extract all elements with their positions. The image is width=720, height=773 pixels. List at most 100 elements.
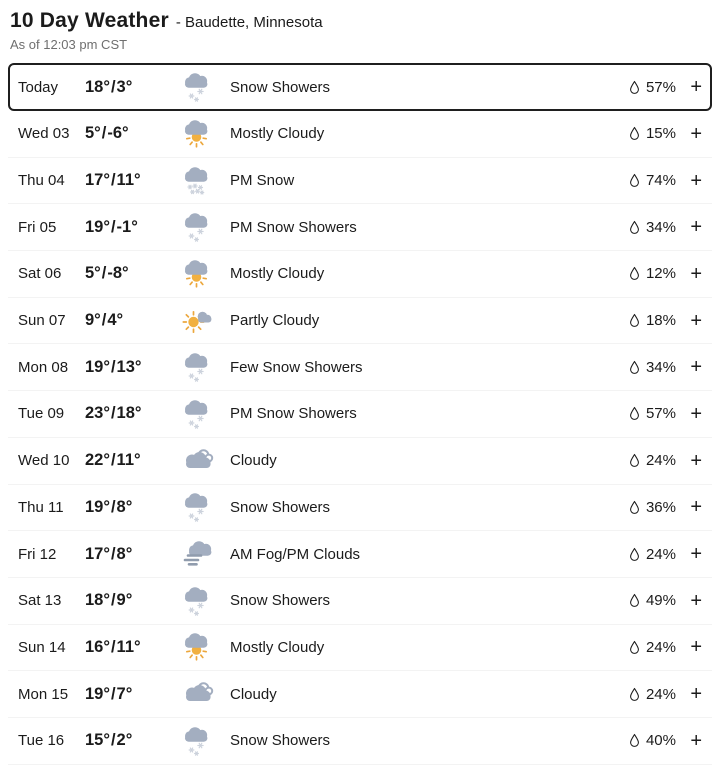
precipitation: 24% <box>628 546 676 563</box>
precip-percent: 18% <box>645 312 676 330</box>
snow-showers-icon <box>178 69 216 105</box>
low-temp: 13° <box>116 357 142 376</box>
high-temp: 19° <box>85 357 110 376</box>
forecast-row[interactable]: Sun 07 9°/4° Partly Cloudy 18% + <box>8 297 712 345</box>
forecast-row[interactable]: Thu 11 19°/8° Snow Showers 36% + <box>8 484 712 532</box>
expand-row-button[interactable]: + <box>690 729 702 752</box>
temperature-high-low: 17°/11° <box>85 171 178 190</box>
droplet-icon <box>628 733 641 748</box>
forecast-row[interactable]: Thu 04 17°/11° PM Snow 74% + <box>8 157 712 205</box>
forecast-row[interactable]: Fri 12 17°/8° AM Fog/PM Clouds 24% + <box>8 531 712 578</box>
precip-percent: 24% <box>645 545 676 563</box>
temp-separator: / <box>110 637 116 656</box>
cloudy-icon <box>178 676 216 712</box>
forecast-row[interactable]: Tue 16 15°/2° Snow Showers 40% + <box>8 717 712 765</box>
temp-separator: / <box>101 124 107 143</box>
expand-row-button[interactable]: + <box>690 636 702 659</box>
expand-row-button[interactable]: + <box>690 309 702 332</box>
temp-separator: / <box>101 311 107 330</box>
snow-showers-icon <box>178 349 216 385</box>
high-temp: 19° <box>85 217 110 236</box>
forecast-row[interactable]: Mon 08 19°/13° Few Snow Showers 34% + <box>8 344 712 392</box>
temperature-high-low: 17°/8° <box>85 545 178 564</box>
condition-phrase: Partly Cloudy <box>230 312 320 330</box>
precipitation: 57% <box>628 405 676 422</box>
droplet-icon <box>628 313 641 328</box>
page-title: 10 Day Weather <box>10 9 169 32</box>
fog-icon <box>178 536 216 572</box>
condition-phrase: AM Fog/PM Clouds <box>230 545 361 563</box>
low-temp: 9° <box>116 591 133 610</box>
condition-phrase: Few Snow Showers <box>230 358 363 376</box>
high-temp: 23° <box>85 404 110 423</box>
precip-percent: 12% <box>645 265 676 283</box>
page-header: 10 Day Weather - Baudette, Minnesota As … <box>0 0 720 56</box>
forecast-row[interactable]: Sat 06 5°/-8° Mostly Cloudy 12% + <box>8 251 712 298</box>
expand-row-button[interactable]: + <box>690 76 702 98</box>
day-label: Sun 07 <box>18 312 66 330</box>
condition-phrase: Snow Showers <box>230 592 331 610</box>
expand-row-button[interactable]: + <box>690 683 702 706</box>
forecast-row[interactable]: Today 18°/3° Snow Showers 57% + <box>8 63 712 111</box>
forecast-row[interactable]: Mon 15 19°/7° Cloudy 24% + <box>8 671 712 718</box>
high-temp: 5° <box>85 124 101 143</box>
low-temp: 4° <box>107 311 124 330</box>
temp-separator: / <box>110 404 116 423</box>
expand-row-button[interactable]: + <box>690 169 702 192</box>
low-temp: -1° <box>116 217 138 236</box>
condition-phrase: Snow Showers <box>230 732 331 750</box>
precip-percent: 57% <box>645 78 676 96</box>
day-label: Sat 06 <box>18 265 62 283</box>
droplet-icon <box>628 687 641 702</box>
precip-percent: 24% <box>645 638 676 656</box>
low-temp: 3° <box>116 77 133 96</box>
condition-phrase: Cloudy <box>230 452 277 470</box>
expand-row-button[interactable]: + <box>690 122 702 145</box>
snow-showers-icon <box>178 723 216 759</box>
expand-row-button[interactable]: + <box>690 496 702 519</box>
forecast-row[interactable]: Wed 03 5°/-6° Mostly Cloudy 15% + <box>8 111 712 158</box>
expand-row-button[interactable]: + <box>690 262 702 285</box>
forecast-row[interactable]: Wed 10 22°/11° Cloudy 24% + <box>8 437 712 485</box>
temp-separator: / <box>110 171 116 190</box>
forecast-row[interactable]: Sat 13 18°/9° Snow Showers 49% + <box>8 577 712 625</box>
forecast-row[interactable]: Tue 09 23°/18° PM Snow Showers 57% + <box>8 391 712 438</box>
high-temp: 9° <box>85 311 101 330</box>
forecast-row[interactable]: Sun 14 16°/11° Mostly Cloudy 24% + <box>8 624 712 672</box>
temp-separator: / <box>110 451 116 470</box>
precip-percent: 24% <box>645 685 676 703</box>
low-temp: 11° <box>116 637 141 656</box>
temp-separator: / <box>110 217 116 236</box>
temperature-high-low: 15°/2° <box>85 731 178 750</box>
expand-row-button[interactable]: + <box>690 402 702 425</box>
temperature-high-low: 19°/8° <box>85 498 178 517</box>
temp-separator: / <box>110 684 116 703</box>
expand-row-button[interactable]: + <box>690 216 702 239</box>
pm-snow-icon <box>178 163 216 199</box>
snow-showers-icon <box>178 209 216 245</box>
temperature-high-low: 23°/18° <box>85 404 178 423</box>
condition-phrase: Mostly Cloudy <box>230 265 325 283</box>
expand-row-button[interactable]: + <box>690 449 702 472</box>
high-temp: 22° <box>85 451 110 470</box>
expand-row-button[interactable]: + <box>690 543 702 566</box>
partly-cloudy-icon <box>178 303 216 339</box>
condition-phrase: Snow Showers <box>230 498 331 516</box>
temp-separator: / <box>101 264 107 283</box>
forecast-row[interactable]: Fri 05 19°/-1° PM Snow Showers 34% + <box>8 204 712 252</box>
day-label: Wed 03 <box>18 125 70 143</box>
low-temp: 11° <box>116 171 141 190</box>
day-label: Tue 09 <box>18 405 65 423</box>
expand-row-button[interactable]: + <box>690 356 702 379</box>
precip-percent: 57% <box>645 405 676 423</box>
snow-showers-icon <box>178 583 216 619</box>
day-label: Sat 13 <box>18 592 62 610</box>
droplet-icon <box>628 360 641 375</box>
expand-row-button[interactable]: + <box>690 589 702 612</box>
low-temp: 8° <box>116 497 133 516</box>
title-line: 10 Day Weather - Baudette, Minnesota <box>10 9 708 33</box>
low-temp: -8° <box>107 264 129 283</box>
day-label: Thu 04 <box>18 172 65 190</box>
low-temp: -6° <box>107 124 129 143</box>
temperature-high-low: 22°/11° <box>85 451 178 470</box>
